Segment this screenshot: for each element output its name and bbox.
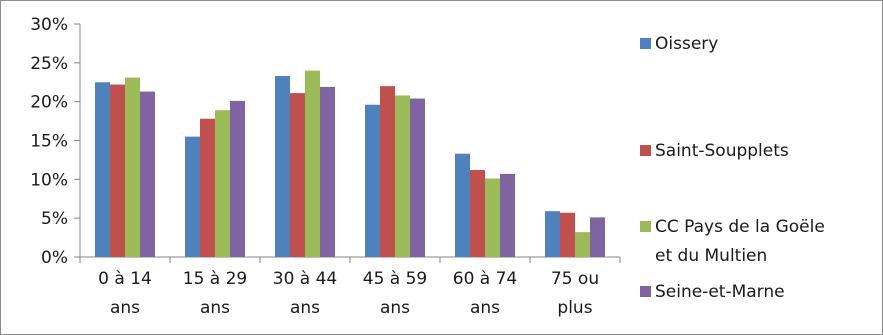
bar-series-3-cat-6 [575, 232, 590, 257]
legend-label-3: CC Pays de la Goële [655, 217, 825, 237]
y-tick-label: 5% [41, 209, 68, 229]
y-tick-label: 15% [30, 132, 68, 152]
bar-series-3-cat-2 [215, 110, 230, 258]
bar-series-1-cat-5 [455, 153, 470, 257]
bar-series-1-cat-2 [185, 136, 200, 257]
legend-label-3: et du Multien [655, 246, 767, 266]
y-tick-label: 10% [30, 170, 68, 190]
legend-swatch-4 [640, 286, 651, 297]
bar-series-2-cat-3 [290, 93, 305, 257]
legend-swatch-1 [640, 38, 651, 49]
bar-series-3-cat-3 [305, 70, 320, 257]
legend-label-4: Seine-et-Marne [655, 282, 785, 302]
bar-series-2-cat-6 [560, 212, 575, 257]
x-tick-label: 30 à 44 [273, 269, 338, 289]
bar-series-4-cat-1 [140, 91, 155, 257]
bar-series-3-cat-5 [485, 178, 500, 257]
legend-label-2: Saint-Soupplets [655, 141, 789, 161]
bar-series-2-cat-1 [110, 84, 125, 257]
bar-series-3-cat-4 [395, 95, 410, 257]
x-tick-label: ans [470, 298, 500, 318]
x-tick-label: 75 ou [551, 269, 599, 289]
x-tick-label: ans [110, 298, 140, 318]
bar-series-4-cat-5 [500, 173, 515, 257]
y-tick-label: 0% [41, 248, 68, 268]
y-tick-label: 30% [30, 15, 68, 35]
x-tick-label: 45 à 59 [363, 269, 428, 289]
x-tick-label: ans [380, 298, 410, 318]
legend-label-1: Oissery [655, 34, 718, 54]
bar-series-2-cat-4 [380, 86, 395, 257]
bar-series-1-cat-1 [95, 82, 110, 257]
x-tick-label: 60 à 74 [453, 269, 518, 289]
x-tick-label: 15 à 29 [183, 269, 248, 289]
y-tick-label: 25% [30, 54, 68, 74]
bar-series-1-cat-3 [275, 76, 290, 257]
bar-series-1-cat-4 [365, 104, 380, 257]
bar-series-4-cat-3 [320, 86, 335, 257]
bar-series-4-cat-6 [590, 217, 605, 257]
legend-swatch-2 [640, 145, 651, 156]
bar-series-2-cat-2 [200, 118, 215, 258]
bar-series-3-cat-1 [125, 77, 140, 257]
x-tick-label: 0 à 14 [98, 269, 152, 289]
legend-swatch-3 [640, 221, 651, 232]
bar-series-2-cat-5 [470, 170, 485, 257]
x-tick-label: ans [290, 298, 320, 318]
x-tick-label: plus [557, 298, 592, 318]
y-tick-label: 20% [30, 93, 68, 113]
x-tick-label: ans [200, 298, 230, 318]
bar-series-4-cat-2 [230, 100, 245, 257]
bar-series-1-cat-6 [545, 211, 560, 257]
bar-series-4-cat-4 [410, 98, 425, 257]
